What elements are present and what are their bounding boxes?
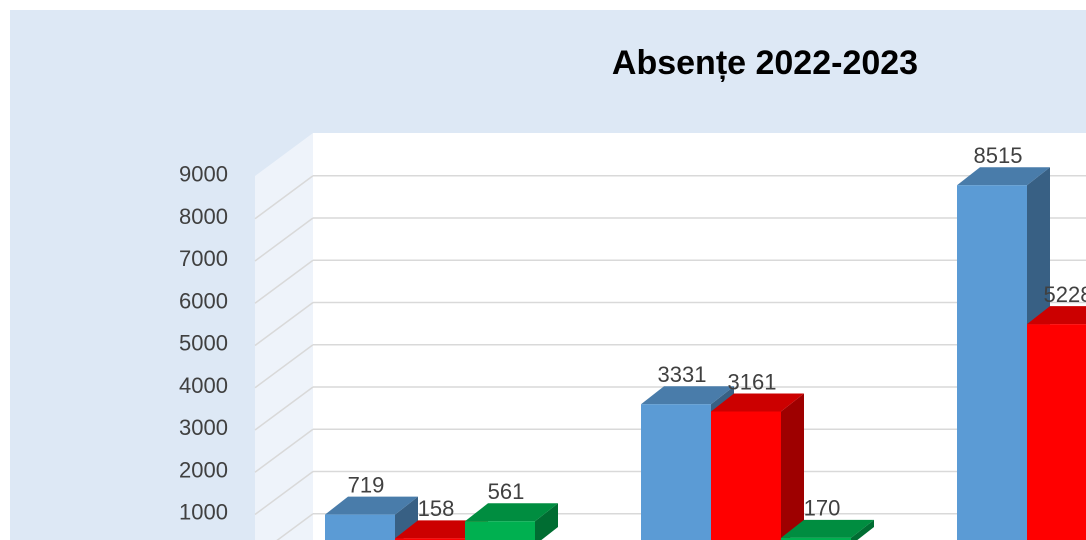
data-label: 3161 [728,369,777,394]
y-tick-label: 7000 [179,246,228,271]
chart-title: Absențe 2022-2023 [612,44,918,82]
bar [711,393,804,540]
y-tick-label: 2000 [179,457,228,482]
side-grid-line [254,344,314,389]
y-tick-label: 9000 [179,162,228,187]
data-label: 170 [804,496,841,521]
bar-side [851,519,874,540]
bar-front [465,521,535,540]
y-tick-label: 6000 [179,288,228,313]
bar-top [325,496,418,515]
y-tick-label: 3000 [179,415,228,440]
bar-front [1027,324,1086,540]
side-wall [255,133,313,540]
bar-front [781,537,851,540]
bar-side [535,503,558,540]
side-grid-line [254,301,314,347]
data-label: 719 [348,472,385,497]
data-label: 3331 [658,362,707,387]
bar [781,519,874,540]
bar-top [641,386,734,405]
bar-top [395,520,488,539]
data-label: 561 [488,479,525,504]
bar-side [781,393,804,540]
bar-top [711,393,804,412]
side-grid-line [276,513,314,540]
side-grid-line [254,386,314,431]
bar-front [641,404,711,540]
bar-top [1027,306,1086,325]
side-grid-line [254,428,314,473]
side-grid-line [254,470,314,516]
bar-top [957,167,1050,186]
data-label: 8515 [974,143,1023,168]
y-tick-label: 8000 [179,204,228,229]
back-wall [313,133,1086,540]
bar [465,503,558,540]
bar-top [465,503,558,522]
y-tick-label: 5000 [179,331,228,356]
data-label: 158 [418,496,455,521]
bar-front [325,514,395,540]
side-grid-line [254,175,314,220]
bar-front [711,411,781,540]
y-tick-label: 1000 [179,500,228,525]
side-grid-line [254,217,314,262]
side-grid-line [254,259,314,304]
bar-top [781,519,874,538]
data-label: 5228 [1044,282,1086,307]
bar-front [957,185,1027,540]
bar [1027,306,1086,540]
y-tick-label: 4000 [179,373,228,398]
